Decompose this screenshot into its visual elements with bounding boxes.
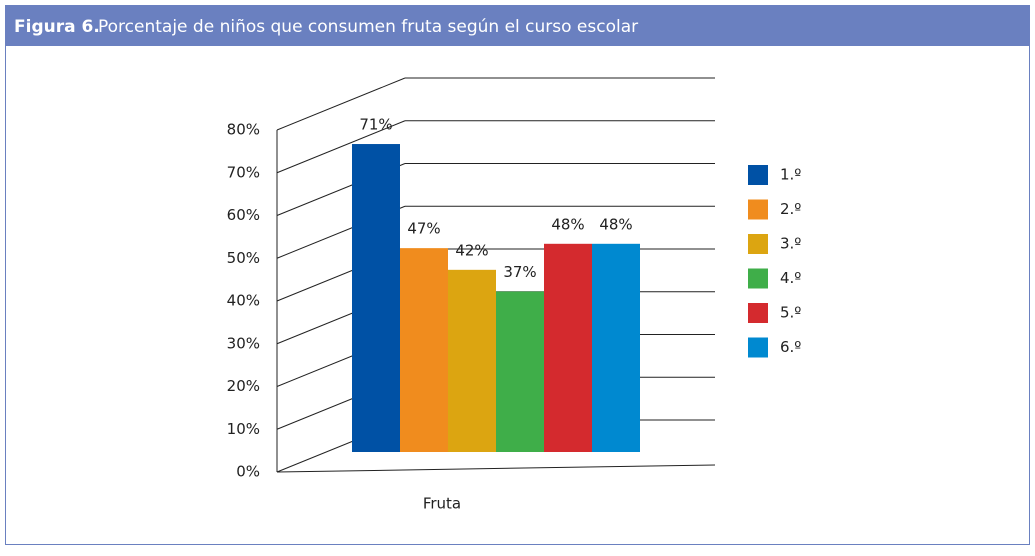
legend-label: 4.º — [780, 269, 801, 287]
legend-label: 3.º — [780, 235, 801, 253]
y-tick-label: 60% — [227, 206, 260, 224]
bar — [544, 243, 592, 452]
y-tick-label: 50% — [227, 249, 260, 267]
bar — [448, 269, 496, 452]
legend-swatch — [748, 303, 768, 323]
bar — [592, 243, 640, 452]
data-label: 42% — [455, 241, 488, 259]
legend-swatch — [748, 337, 768, 358]
data-label: 37% — [503, 263, 536, 281]
data-label: 47% — [407, 220, 440, 238]
legend-label: 1.º — [780, 166, 801, 184]
y-tick-label: 70% — [227, 163, 260, 181]
y-tick-label: 20% — [227, 377, 260, 395]
data-label: 71% — [359, 116, 392, 134]
bar — [400, 248, 448, 452]
y-tick-label: 0% — [236, 463, 260, 481]
bar — [496, 291, 544, 452]
legend-swatch — [748, 199, 768, 220]
y-tick-label: 80% — [227, 121, 260, 139]
y-tick-label: 40% — [227, 292, 260, 310]
grid-line — [276, 77, 406, 131]
header-bar — [6, 6, 1029, 46]
data-label: 48% — [551, 215, 584, 233]
legend-swatch — [748, 234, 768, 254]
legend-label: 5.º — [780, 304, 801, 322]
legend-label: 6.º — [780, 338, 801, 356]
chart-title: Porcentaje de niños que consumen fruta s… — [98, 17, 638, 37]
x-tick-label: Fruta — [423, 495, 461, 513]
y-tick-label: 30% — [227, 334, 260, 352]
figure-label: Figura 6. — [14, 17, 100, 37]
bar — [352, 144, 400, 452]
legend-swatch — [748, 268, 768, 289]
data-label: 48% — [599, 215, 632, 233]
grid-line — [276, 120, 406, 174]
y-tick-label: 10% — [227, 420, 260, 438]
floor-line — [276, 464, 716, 473]
frame — [5, 5, 1030, 545]
legend-swatch — [748, 165, 768, 185]
legend-label: 2.º — [780, 200, 801, 218]
